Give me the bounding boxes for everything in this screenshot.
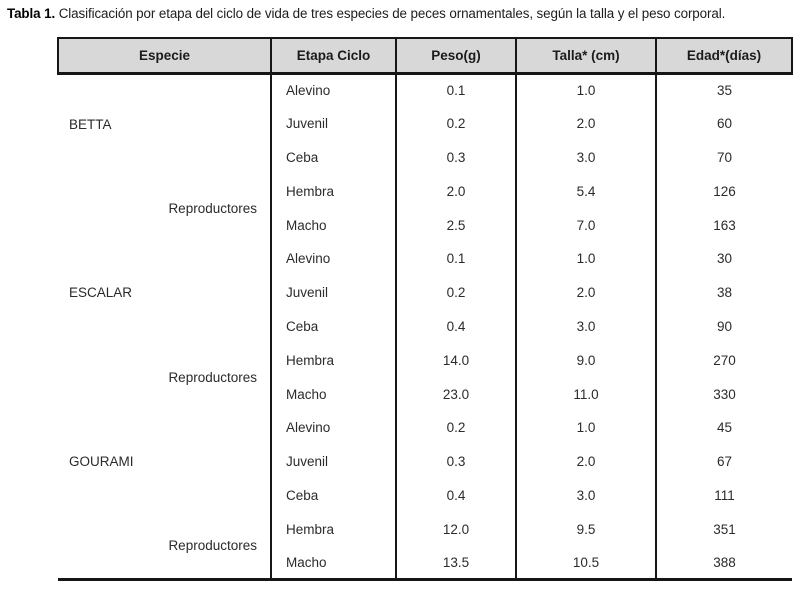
talla-cell: 1.0 [515, 73, 656, 107]
stage-cell: Juvenil [270, 106, 396, 141]
peso-cell: 2.5 [395, 208, 516, 242]
table-header-row: Especie Etapa Ciclo Peso(g) Talla* (cm) … [57, 37, 793, 75]
talla-cell: 1.0 [515, 241, 656, 276]
talla-cell: 11.0 [515, 377, 656, 411]
table-row: Ceba 0.4 3.0 90 [58, 309, 792, 344]
table-row: GOURAMI Alevino 0.2 1.0 45 [58, 410, 792, 469]
column-header-etapa: Etapa Ciclo [270, 37, 397, 75]
peso-cell: 0.2 [395, 275, 516, 310]
table-row: BETTA Alevino 0.1 1.0 35 [58, 73, 792, 132]
talla-cell: 2.0 [515, 275, 656, 310]
talla-cell: 10.5 [515, 546, 656, 580]
edad-cell: 126 [655, 174, 792, 209]
edad-cell: 388 [655, 546, 792, 580]
edad-cell: 45 [655, 410, 792, 445]
reproductores-cell-escalar: Reproductores [168, 369, 257, 385]
table-row: Juvenil 0.2 2.0 38 [58, 275, 792, 310]
species-cell-betta: BETTA [69, 116, 112, 132]
edad-cell: 163 [655, 208, 792, 242]
table-row: Ceba 0.4 3.0 111 [58, 478, 792, 513]
peso-cell: 12.0 [395, 512, 516, 547]
edad-cell: 30 [655, 241, 792, 276]
peso-cell: 0.3 [395, 444, 516, 479]
peso-cell: 13.5 [395, 546, 516, 580]
table-row: Juvenil 0.2 2.0 60 [58, 106, 792, 141]
table-row: Macho 13.5 10.5 388 [58, 546, 792, 580]
table-row: Ceba 0.3 3.0 70 [58, 140, 792, 175]
column-header-talla: Talla* (cm) [515, 37, 657, 75]
stage-cell: Hembra [270, 174, 396, 209]
table-row: Reproductores Hembra 12.0 9.5 351 [58, 512, 792, 553]
talla-cell: 7.0 [515, 208, 656, 242]
stage-cell: Juvenil [270, 444, 396, 479]
talla-cell: 9.5 [515, 512, 656, 547]
talla-cell: 2.0 [515, 444, 656, 479]
species-cell-gourami: GOURAMI [69, 454, 134, 470]
table-row: Reproductores Hembra 2.0 5.4 126 [58, 174, 792, 216]
edad-cell: 70 [655, 140, 792, 175]
table-row: Juvenil 0.3 2.0 67 [58, 444, 792, 479]
stage-cell: Ceba [270, 309, 396, 344]
stage-cell: Macho [270, 377, 396, 411]
table-row: Macho 23.0 11.0 330 [58, 377, 792, 411]
peso-cell: 0.2 [395, 410, 516, 445]
talla-cell: 2.0 [515, 106, 656, 141]
edad-cell: 330 [655, 377, 792, 411]
stage-cell: Alevino [270, 73, 396, 107]
talla-cell: 5.4 [515, 174, 656, 209]
stage-cell: Macho [270, 546, 396, 580]
peso-cell: 14.0 [395, 343, 516, 378]
edad-cell: 90 [655, 309, 792, 344]
table-row: ESCALAR Alevino 0.1 1.0 30 [58, 241, 792, 300]
stage-cell: Hembra [270, 512, 396, 547]
table-caption-label: Tabla 1. [7, 6, 56, 21]
stage-cell: Ceba [270, 478, 396, 513]
talla-cell: 3.0 [515, 140, 656, 175]
talla-cell: 9.0 [515, 343, 656, 378]
species-cell-escalar: ESCALAR [69, 285, 133, 301]
edad-cell: 38 [655, 275, 792, 310]
edad-cell: 351 [655, 512, 792, 547]
stage-cell: Hembra [270, 343, 396, 378]
edad-cell: 67 [655, 444, 792, 479]
column-header-edad: Edad*(días) [655, 37, 793, 75]
peso-cell: 0.1 [395, 241, 516, 276]
stage-cell: Alevino [270, 410, 396, 445]
peso-cell: 0.1 [395, 73, 516, 107]
reproductores-cell-gourami: Reproductores [168, 537, 257, 553]
peso-cell: 2.0 [395, 174, 516, 209]
column-header-especie: Especie [57, 37, 272, 75]
edad-cell: 111 [655, 478, 792, 513]
talla-cell: 3.0 [515, 309, 656, 344]
edad-cell: 60 [655, 106, 792, 141]
stage-cell: Ceba [270, 140, 396, 175]
table-caption-text: Clasificación por etapa del ciclo de vid… [55, 6, 726, 21]
table-caption: Tabla 1. Clasificación por etapa del cic… [7, 5, 795, 22]
peso-cell: 0.4 [395, 478, 516, 513]
peso-cell: 23.0 [395, 377, 516, 411]
talla-cell: 3.0 [515, 478, 656, 513]
reproductores-cell-betta: Reproductores [168, 200, 257, 216]
edad-cell: 35 [655, 73, 792, 107]
stage-cell: Alevino [270, 241, 396, 276]
stage-cell: Macho [270, 208, 396, 242]
peso-cell: 0.3 [395, 140, 516, 175]
stage-cell: Juvenil [270, 275, 396, 310]
talla-cell: 1.0 [515, 410, 656, 445]
table-row: Reproductores Hembra 14.0 9.0 270 [58, 343, 792, 385]
table-row: Macho 2.5 7.0 163 [58, 208, 792, 242]
classification-table: Especie Etapa Ciclo Peso(g) Talla* (cm) … [57, 37, 793, 582]
column-header-peso: Peso(g) [395, 37, 517, 75]
peso-cell: 0.4 [395, 309, 516, 344]
edad-cell: 270 [655, 343, 792, 378]
peso-cell: 0.2 [395, 106, 516, 141]
